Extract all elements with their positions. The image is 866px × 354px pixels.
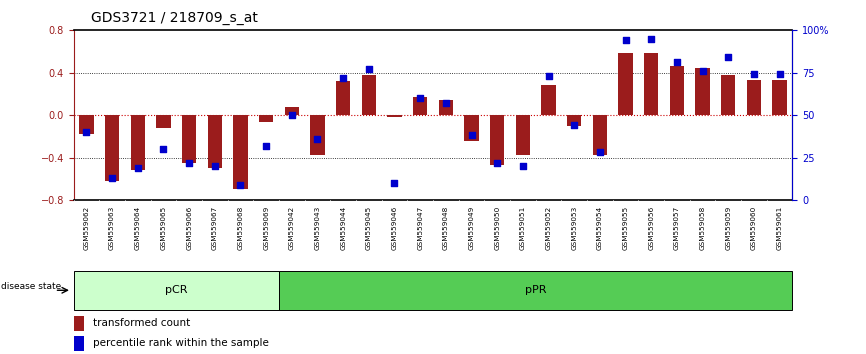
Bar	[464, 115, 479, 141]
Text: GSM559042: GSM559042	[289, 206, 294, 250]
Bar	[516, 115, 530, 155]
Text: GSM559054: GSM559054	[597, 206, 603, 250]
Bar	[105, 115, 120, 181]
Bar	[310, 115, 325, 155]
Text: GSM559050: GSM559050	[494, 206, 501, 250]
Bar	[131, 115, 145, 170]
Text: GSM559064: GSM559064	[135, 206, 141, 250]
Bar	[157, 115, 171, 128]
Point	[259, 143, 273, 148]
Bar	[234, 115, 248, 189]
Bar	[285, 107, 299, 115]
Text: GDS3721 / 218709_s_at: GDS3721 / 218709_s_at	[91, 11, 258, 25]
Point	[670, 59, 684, 65]
Text: GSM559059: GSM559059	[725, 206, 731, 250]
Point	[388, 180, 402, 186]
Bar	[746, 80, 761, 115]
Point	[362, 66, 376, 72]
Point	[105, 175, 119, 181]
Point	[311, 136, 325, 142]
Point	[157, 146, 171, 152]
Point	[131, 165, 145, 171]
Text: GSM559053: GSM559053	[572, 206, 577, 250]
Point	[618, 38, 632, 43]
Bar	[413, 97, 427, 115]
Point	[772, 72, 786, 77]
Bar	[618, 53, 632, 115]
Point	[439, 100, 453, 106]
Text: GSM559062: GSM559062	[83, 206, 89, 250]
Text: GSM559055: GSM559055	[623, 206, 629, 250]
Point	[490, 160, 504, 165]
Point	[516, 163, 530, 169]
Text: GSM559065: GSM559065	[160, 206, 166, 250]
Text: GSM559067: GSM559067	[212, 206, 217, 250]
Bar	[74, 271, 279, 310]
Point	[567, 122, 581, 128]
Bar	[695, 68, 709, 115]
Point	[541, 73, 555, 79]
Point	[234, 182, 248, 188]
Point	[464, 133, 478, 138]
Text: GSM559051: GSM559051	[520, 206, 526, 250]
Text: GSM559045: GSM559045	[365, 206, 372, 250]
Text: disease state: disease state	[1, 282, 61, 291]
Point	[285, 112, 299, 118]
Text: GSM559063: GSM559063	[109, 206, 115, 250]
Text: GSM559057: GSM559057	[674, 206, 680, 250]
Text: GSM559052: GSM559052	[546, 206, 552, 250]
Bar	[490, 115, 504, 165]
Text: pCR: pCR	[165, 285, 188, 295]
Bar	[387, 115, 402, 117]
Bar	[259, 115, 273, 122]
Bar	[182, 115, 197, 163]
Bar	[362, 75, 376, 115]
Bar	[593, 115, 607, 155]
Point	[593, 150, 607, 155]
Bar	[772, 80, 786, 115]
Point	[747, 72, 761, 77]
Text: GSM559060: GSM559060	[751, 206, 757, 250]
Point	[182, 160, 196, 165]
Text: GSM559058: GSM559058	[700, 206, 706, 250]
Text: GSM559069: GSM559069	[263, 206, 269, 250]
Point	[721, 55, 735, 60]
Text: GSM559056: GSM559056	[649, 206, 654, 250]
Point	[80, 129, 94, 135]
Bar	[208, 115, 222, 168]
Bar	[80, 115, 94, 134]
Point	[413, 95, 427, 101]
Bar	[567, 115, 581, 126]
Text: transformed count: transformed count	[94, 318, 191, 328]
Bar	[74, 316, 84, 331]
Point	[208, 163, 222, 169]
Point	[695, 68, 709, 74]
Text: GSM559046: GSM559046	[391, 206, 397, 250]
Bar	[74, 336, 84, 351]
Text: pPR: pPR	[525, 285, 546, 295]
Bar	[439, 100, 453, 115]
Bar	[541, 85, 556, 115]
Bar	[336, 81, 350, 115]
Bar	[669, 66, 684, 115]
Text: percentile rank within the sample: percentile rank within the sample	[94, 338, 269, 348]
Text: GSM559061: GSM559061	[777, 206, 783, 250]
Text: GSM559048: GSM559048	[443, 206, 449, 250]
Bar	[721, 75, 735, 115]
Text: GSM559049: GSM559049	[469, 206, 475, 250]
Text: GSM559044: GSM559044	[340, 206, 346, 250]
Text: GSM559043: GSM559043	[314, 206, 320, 250]
Bar	[644, 53, 658, 115]
Text: GSM559066: GSM559066	[186, 206, 192, 250]
Text: GSM559047: GSM559047	[417, 206, 423, 250]
Text: GSM559068: GSM559068	[237, 206, 243, 250]
Point	[336, 75, 350, 80]
Point	[644, 36, 658, 41]
Bar	[279, 271, 792, 310]
